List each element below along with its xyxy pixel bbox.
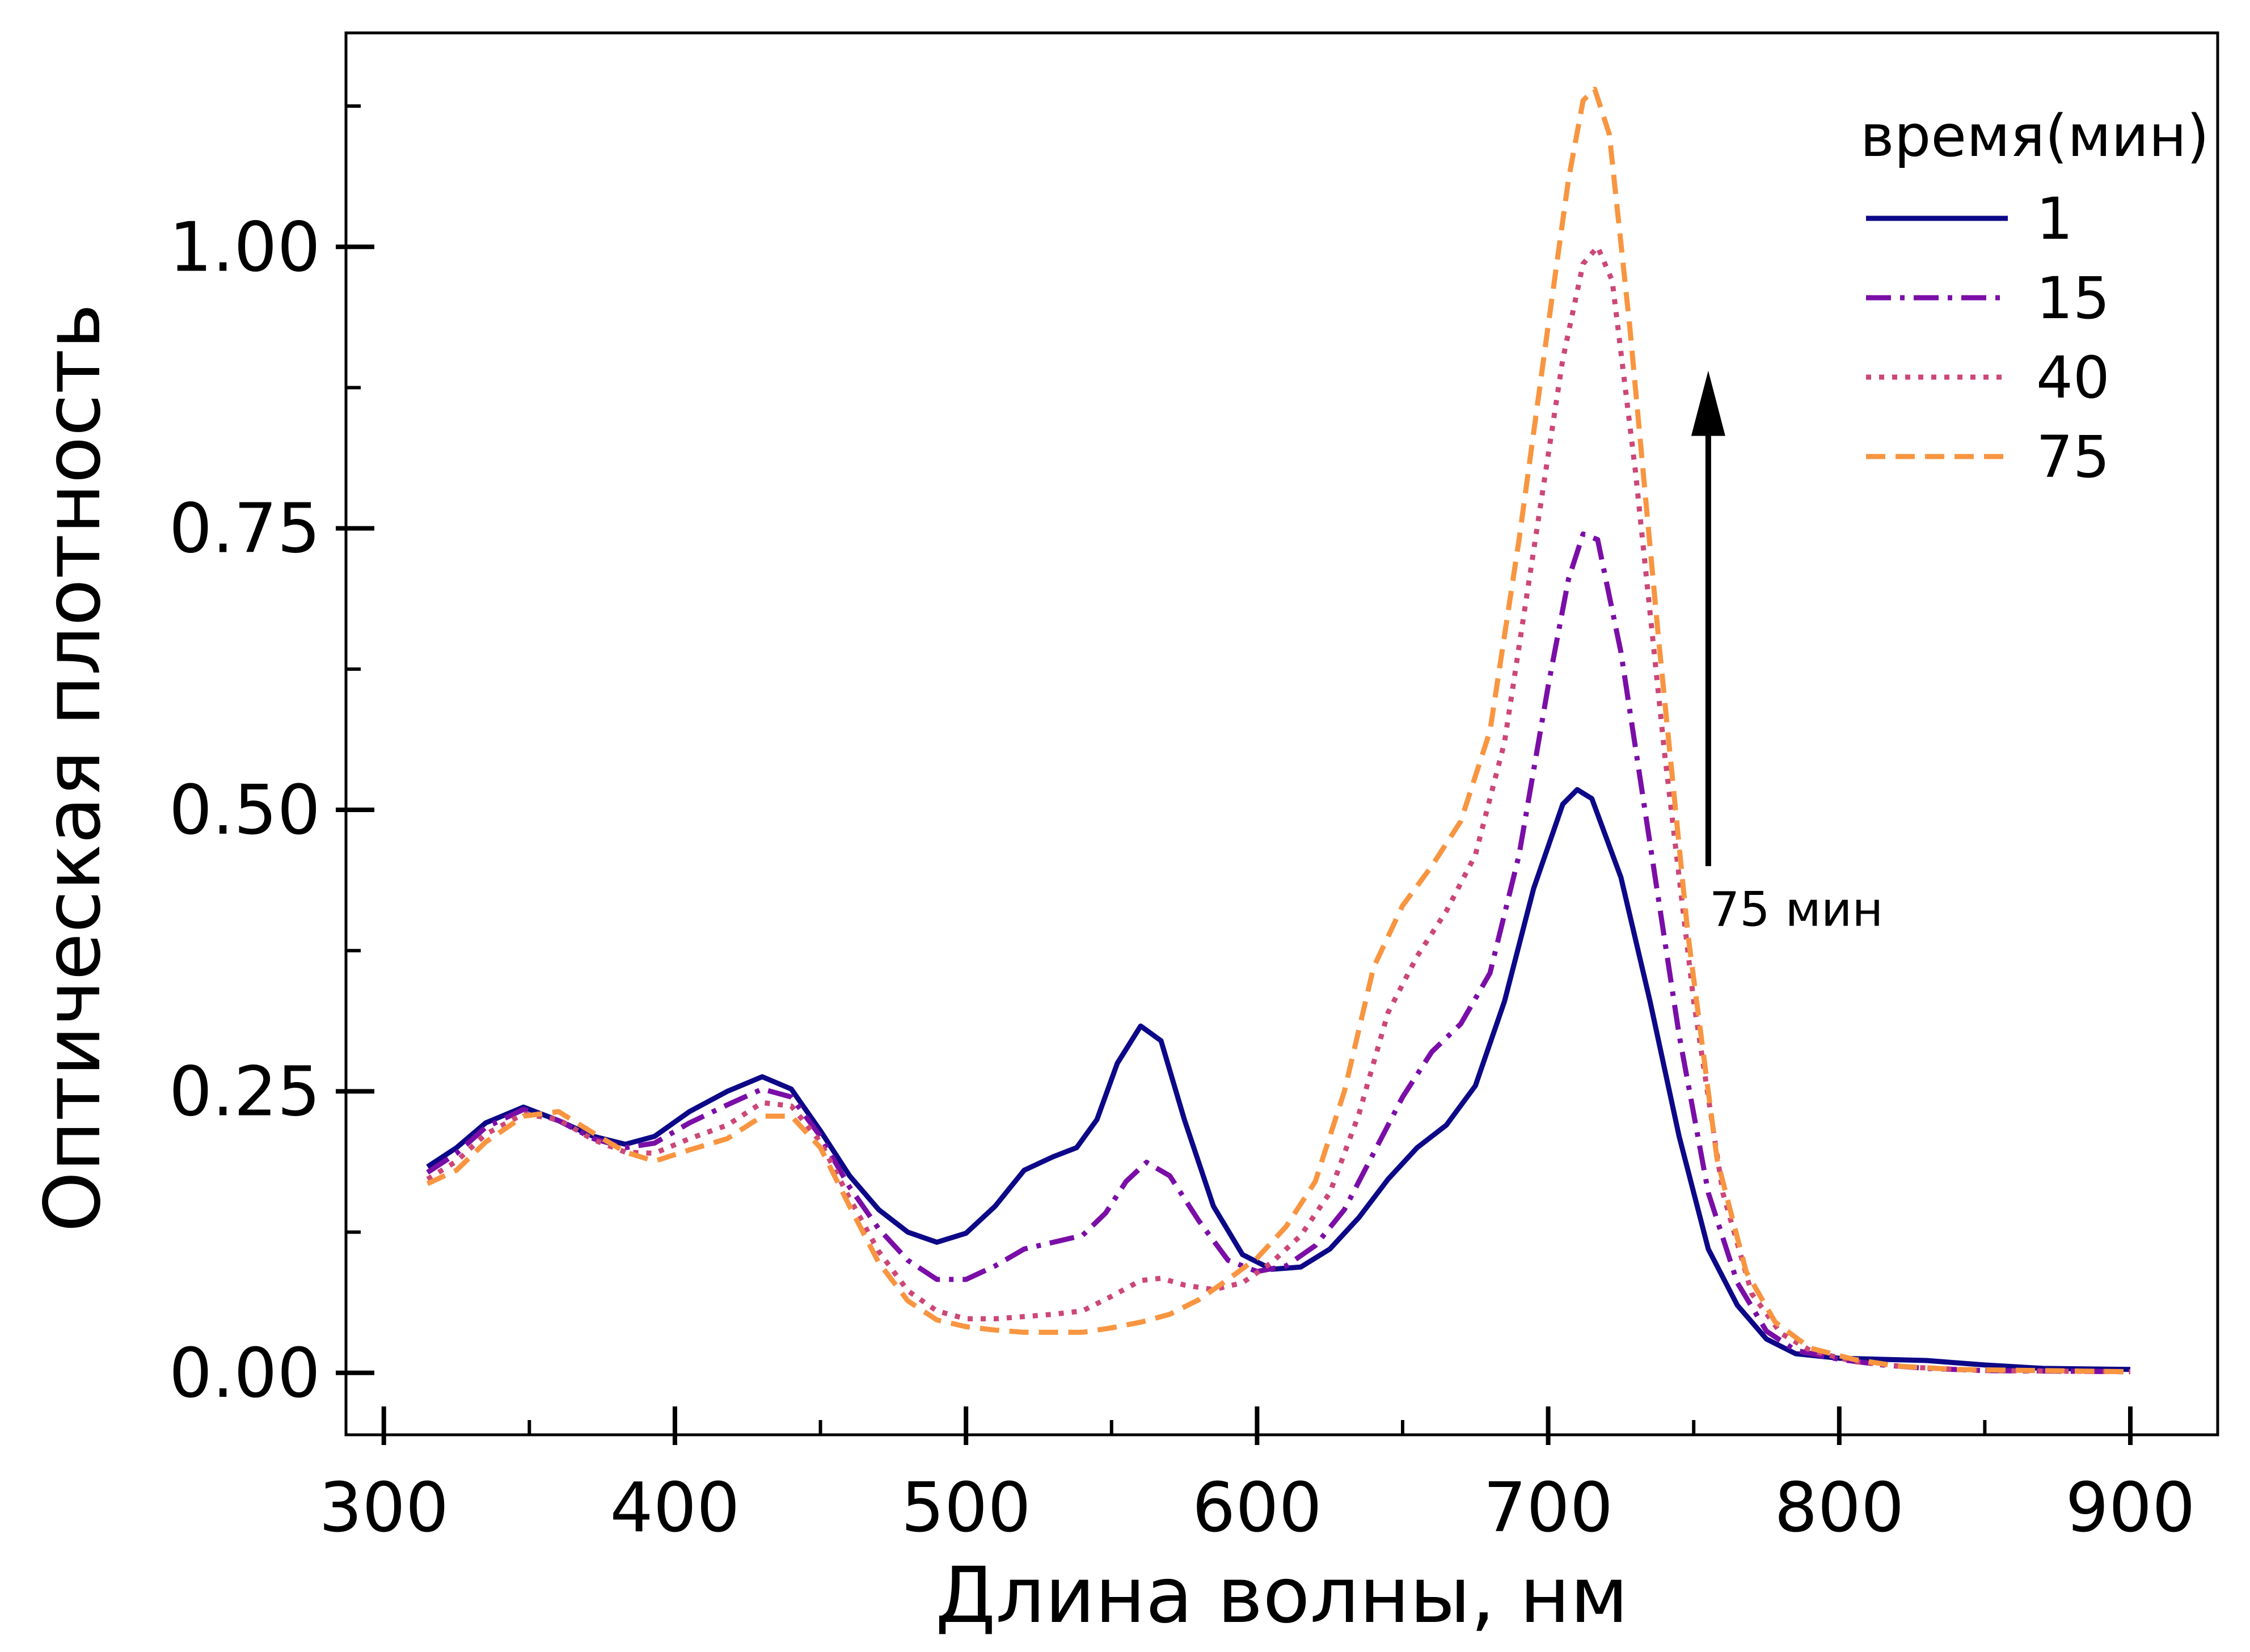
x-tick-label: 300 (319, 1469, 449, 1548)
legend: время(мин) 1 15 40 75 (1860, 103, 2209, 491)
y-tick-label: 1.00 (169, 208, 320, 287)
legend-title: время(мин) (1860, 103, 2209, 170)
x-tick-label: 800 (1774, 1469, 1904, 1548)
series-line-75 (426, 86, 2131, 1375)
annotation: 75 мин (1691, 370, 1883, 937)
legend-label-40: 40 (2036, 344, 2110, 412)
x-axis-title: Длина волны, нм (935, 1551, 1628, 1641)
y-axis-title: Оптическая плотность (28, 303, 118, 1232)
x-tick-label: 500 (901, 1469, 1031, 1548)
x-tick-label: 600 (1192, 1469, 1322, 1548)
ticks-layer: 300 400 500 600 700 800 900 0.00 0.25 0.50 0.75 1.0… (169, 104, 2196, 1548)
annotation-text: 75 мин (1709, 881, 1883, 937)
legend-label-75: 75 (2036, 424, 2110, 491)
series-line-1 (426, 787, 2131, 1372)
y-tick-label: 0.25 (169, 1053, 320, 1131)
annotation-arrow-head (1691, 370, 1725, 436)
series-line-15 (426, 531, 2131, 1375)
y-tick-label: 0.75 (169, 490, 320, 569)
legend-label-15: 15 (2036, 265, 2110, 332)
legend-label-1: 1 (2036, 185, 2073, 253)
x-tick-label: 400 (610, 1469, 740, 1548)
y-tick-label: 0.50 (169, 771, 320, 850)
plot-frame (344, 31, 2219, 1436)
y-tick-label: 0.00 (169, 1334, 320, 1413)
x-tick-label: 700 (1483, 1469, 1613, 1548)
x-tick-label: 900 (2066, 1469, 2196, 1548)
series-layer (426, 86, 2131, 1375)
